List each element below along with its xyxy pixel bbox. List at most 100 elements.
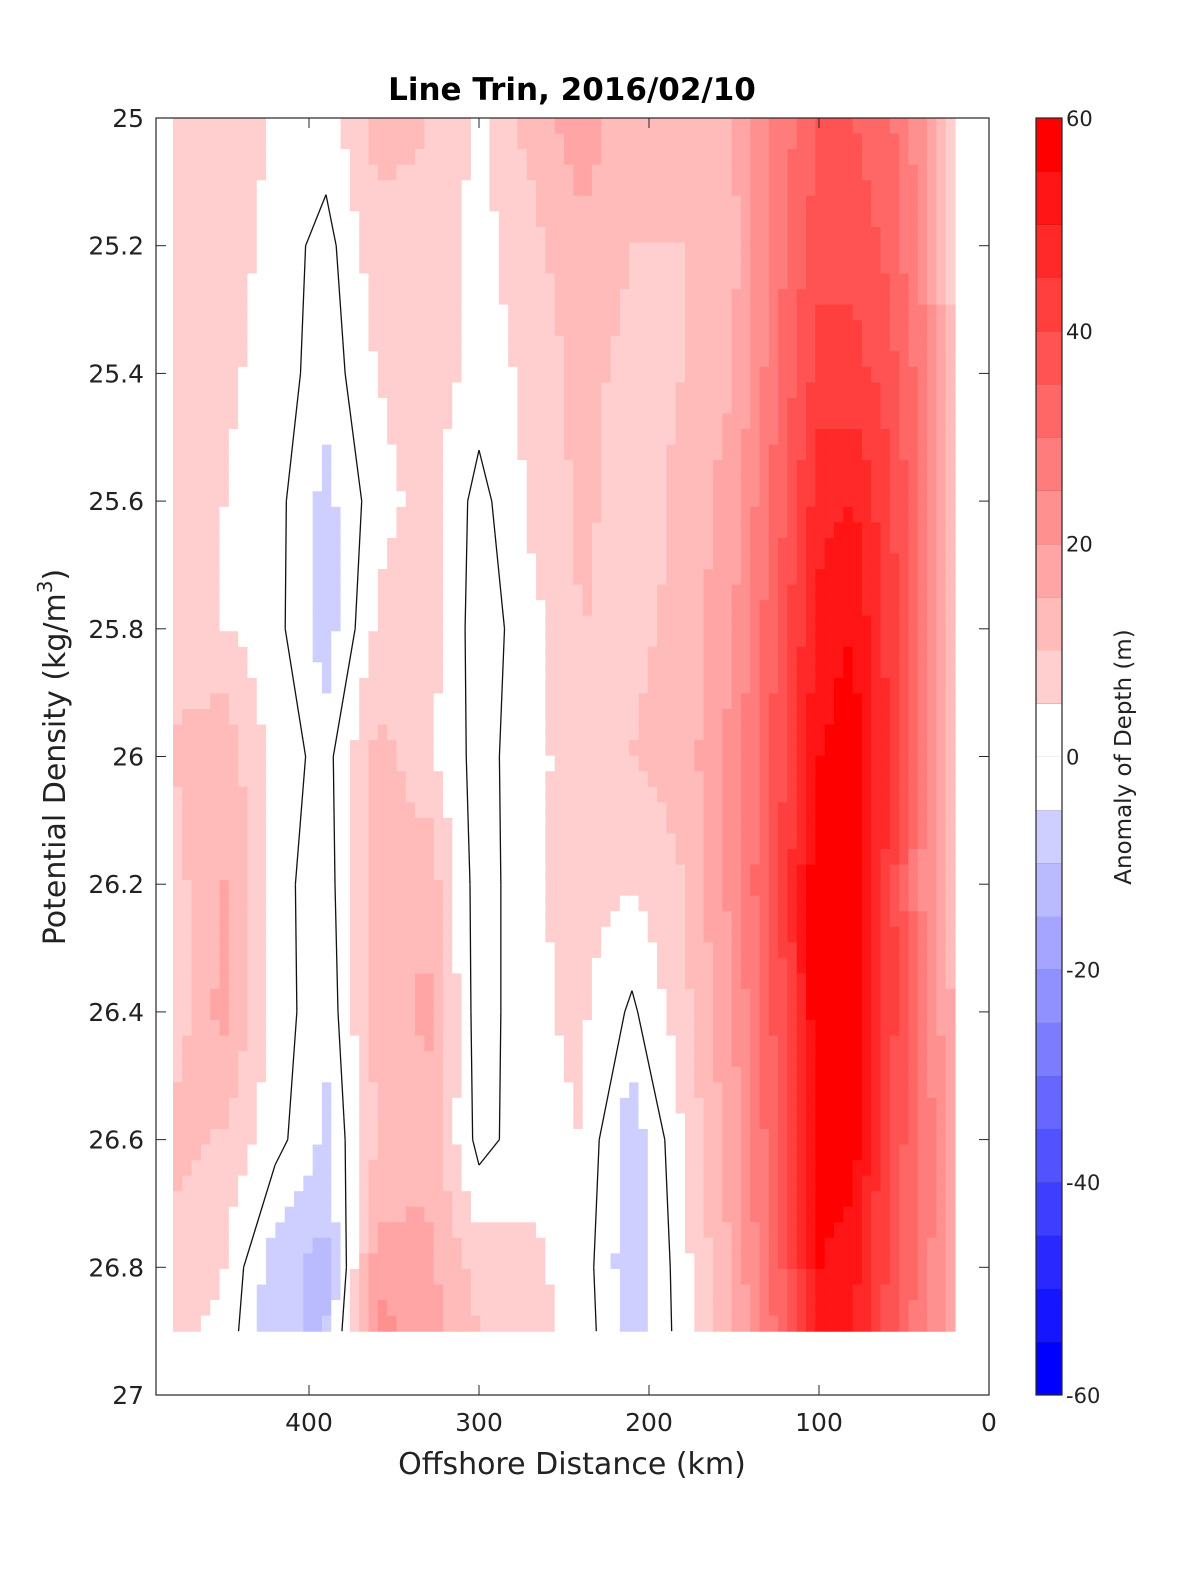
heatmap-cell bbox=[750, 895, 761, 912]
heatmap-cell bbox=[554, 973, 565, 990]
heatmap-cell bbox=[675, 273, 686, 290]
heatmap-cell bbox=[694, 724, 705, 741]
heatmap-cell bbox=[861, 849, 872, 866]
heatmap-cell bbox=[526, 257, 537, 275]
heatmap-cell bbox=[917, 273, 928, 290]
heatmap-cell bbox=[294, 320, 304, 337]
heatmap-cell bbox=[554, 817, 565, 835]
heatmap-cell bbox=[275, 460, 286, 477]
heatmap-cell bbox=[191, 802, 202, 819]
heatmap-cell bbox=[945, 817, 956, 835]
heatmap-cell bbox=[731, 849, 742, 866]
heatmap-cell bbox=[601, 133, 612, 150]
heatmap-cell bbox=[480, 646, 491, 663]
heatmap-cell bbox=[368, 522, 379, 539]
heatmap-cell bbox=[275, 662, 286, 679]
heatmap-cell bbox=[545, 118, 556, 135]
heatmap-cell bbox=[545, 724, 556, 741]
heatmap-cell bbox=[778, 802, 789, 819]
heatmap-cell bbox=[638, 662, 649, 679]
heatmap-cell bbox=[787, 600, 798, 617]
heatmap-cell bbox=[852, 926, 863, 943]
heatmap-cell bbox=[173, 662, 183, 679]
heatmap-cell bbox=[191, 662, 202, 679]
plot-area: 400 300 200 100 0 2525.225.425.625.82626.226… bbox=[88, 104, 997, 1437]
heatmap-cell bbox=[377, 631, 388, 648]
heatmap-cell bbox=[340, 257, 351, 275]
heatmap-cell bbox=[694, 351, 705, 368]
heatmap-cell bbox=[173, 569, 183, 586]
heatmap-cell bbox=[238, 662, 249, 679]
heatmap-cell bbox=[442, 242, 453, 259]
heatmap-cell bbox=[815, 926, 826, 943]
heatmap-cell bbox=[294, 444, 304, 461]
heatmap-cell bbox=[731, 771, 742, 788]
heatmap-cell bbox=[526, 662, 537, 679]
heatmap-cell bbox=[238, 397, 249, 415]
heatmap-cell bbox=[452, 709, 463, 726]
heatmap-cell bbox=[657, 911, 668, 928]
heatmap-cell bbox=[759, 693, 770, 710]
heatmap-cell bbox=[294, 584, 304, 601]
heatmap-cell bbox=[778, 273, 789, 290]
heatmap-cell bbox=[712, 584, 723, 601]
heatmap-cell bbox=[880, 615, 891, 632]
heatmap-cell bbox=[489, 957, 500, 975]
heatmap-cell bbox=[210, 693, 221, 710]
heatmap-cell bbox=[228, 397, 239, 415]
heatmap-cell bbox=[694, 211, 705, 228]
heatmap-cell bbox=[340, 149, 351, 166]
heatmap-cell bbox=[294, 786, 304, 803]
heatmap-cell bbox=[750, 880, 761, 897]
heatmap-cell bbox=[796, 382, 807, 399]
heatmap-cell bbox=[415, 973, 425, 990]
heatmap-cell bbox=[470, 957, 481, 975]
heatmap-cell bbox=[200, 429, 211, 446]
heatmap-cell bbox=[815, 849, 826, 866]
heatmap-cell bbox=[629, 320, 640, 337]
heatmap-cell bbox=[778, 600, 789, 617]
heatmap-cell bbox=[843, 693, 854, 710]
heatmap-cell bbox=[685, 709, 695, 726]
heatmap-cell bbox=[182, 226, 193, 244]
heatmap-cell bbox=[275, 226, 286, 244]
heatmap-cell bbox=[759, 460, 770, 477]
heatmap-cell bbox=[647, 600, 658, 617]
heatmap-cell bbox=[526, 491, 537, 508]
heatmap-cell bbox=[573, 444, 584, 461]
heatmap-cell bbox=[712, 926, 723, 943]
heatmap-cell bbox=[303, 164, 314, 181]
heatmap-cell bbox=[489, 506, 500, 523]
heatmap-cell bbox=[387, 646, 398, 663]
heatmap-cell bbox=[591, 164, 602, 181]
heatmap-cell bbox=[424, 164, 435, 181]
heatmap-cell bbox=[200, 584, 211, 601]
heatmap-cell bbox=[340, 709, 351, 726]
heatmap-cell bbox=[545, 444, 556, 461]
heatmap-cell bbox=[908, 988, 919, 1006]
heatmap-cell bbox=[210, 226, 221, 244]
heatmap-cell bbox=[256, 895, 267, 912]
heatmap-cell bbox=[833, 895, 844, 912]
heatmap-cell bbox=[303, 1020, 314, 1037]
heatmap-cell bbox=[396, 118, 407, 135]
heatmap-cell bbox=[582, 226, 593, 244]
heatmap-cell bbox=[945, 366, 956, 383]
heatmap-cell bbox=[712, 942, 723, 959]
heatmap-cell bbox=[945, 677, 956, 695]
heatmap-cell bbox=[219, 320, 230, 337]
heatmap-cell bbox=[545, 180, 556, 197]
heatmap-cell bbox=[759, 584, 770, 601]
heatmap-cell bbox=[210, 118, 221, 135]
heatmap-cell bbox=[228, 553, 239, 570]
heatmap-cell bbox=[908, 911, 919, 928]
heatmap-cell bbox=[415, 304, 425, 321]
heatmap-cell bbox=[880, 662, 891, 679]
heatmap-cell bbox=[405, 366, 416, 383]
heatmap-cell bbox=[703, 662, 714, 679]
heatmap-cell bbox=[536, 491, 546, 508]
heatmap-cell bbox=[498, 584, 509, 601]
heatmap-cell bbox=[694, 833, 705, 850]
heatmap-cell bbox=[210, 366, 221, 383]
heatmap-cell bbox=[415, 460, 425, 477]
